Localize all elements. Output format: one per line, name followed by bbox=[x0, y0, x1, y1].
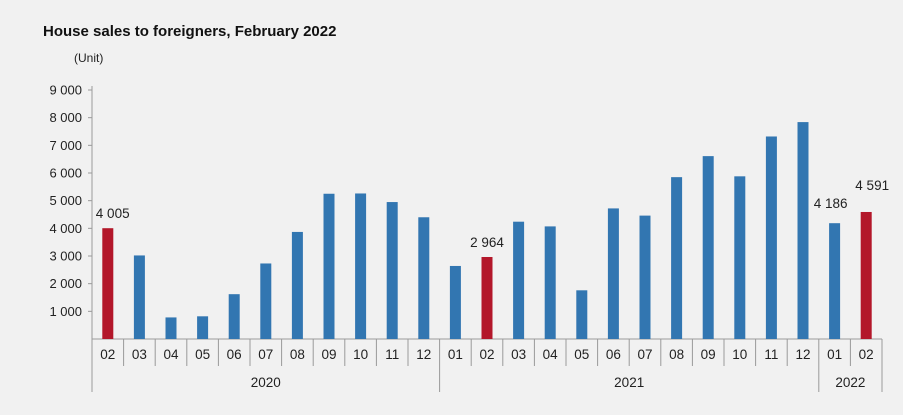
category-label: 10 bbox=[732, 347, 747, 362]
category-label: 02 bbox=[100, 347, 115, 362]
bar bbox=[607, 208, 619, 339]
bar bbox=[260, 263, 272, 339]
bar bbox=[639, 215, 651, 339]
bar bbox=[102, 228, 114, 339]
data-label: 4 591 bbox=[855, 178, 889, 193]
y-tick-label: 3 000 bbox=[49, 249, 82, 264]
bar bbox=[576, 290, 588, 339]
bar bbox=[291, 231, 303, 339]
y-tick-label: 4 000 bbox=[49, 221, 82, 236]
category-label: 02 bbox=[859, 347, 874, 362]
category-label: 12 bbox=[416, 347, 431, 362]
bar bbox=[860, 211, 872, 339]
category-label: 07 bbox=[637, 347, 652, 362]
category-label: 03 bbox=[511, 347, 526, 362]
y-tick-label: 9 000 bbox=[49, 83, 82, 98]
bar bbox=[544, 226, 556, 339]
bar bbox=[734, 176, 746, 339]
bar bbox=[228, 294, 240, 339]
category-label: 01 bbox=[448, 347, 463, 362]
category-label: 05 bbox=[195, 347, 210, 362]
category-label: 10 bbox=[353, 347, 368, 362]
y-tick-label: 8 000 bbox=[49, 110, 82, 125]
data-label: 4 186 bbox=[814, 196, 848, 211]
bar bbox=[323, 193, 335, 339]
data-label: 4 005 bbox=[96, 206, 130, 221]
category-label: 01 bbox=[827, 347, 842, 362]
category-label: 09 bbox=[321, 347, 336, 362]
bar bbox=[797, 122, 809, 340]
year-label: 2021 bbox=[614, 375, 644, 390]
unit-label: (Unit) bbox=[74, 51, 103, 65]
category-label: 08 bbox=[669, 347, 684, 362]
category-label: 11 bbox=[385, 347, 399, 362]
bar bbox=[481, 256, 493, 339]
year-label: 2020 bbox=[251, 375, 281, 390]
year-labels: 2020 2021 2022 bbox=[91, 366, 883, 392]
bar bbox=[197, 316, 209, 339]
data-label: 2 964 bbox=[470, 235, 504, 250]
bar bbox=[355, 193, 367, 339]
y-tick-label: 5 000 bbox=[49, 193, 82, 208]
year-label: 2022 bbox=[835, 375, 865, 390]
bar bbox=[449, 265, 461, 339]
category-label: 11 bbox=[764, 347, 778, 362]
bar bbox=[513, 221, 525, 339]
category-label: 05 bbox=[574, 347, 589, 362]
category-label: 12 bbox=[795, 347, 810, 362]
chart-title: House sales to foreigners, February 2022 bbox=[43, 23, 336, 40]
category-label: 09 bbox=[701, 347, 716, 362]
category-label: 04 bbox=[163, 347, 179, 362]
category-label: 04 bbox=[543, 347, 559, 362]
bar bbox=[829, 223, 841, 339]
category-label: 07 bbox=[258, 347, 273, 362]
y-tick-label: 2 000 bbox=[49, 276, 82, 291]
category-label: 08 bbox=[290, 347, 305, 362]
bar bbox=[386, 202, 398, 339]
y-tick-label: 1 000 bbox=[49, 304, 82, 319]
category-label: 03 bbox=[132, 347, 147, 362]
data-labels: 4 005 2 964 4 186 4 591 bbox=[96, 178, 889, 250]
bar bbox=[133, 255, 145, 339]
category-label: 06 bbox=[606, 347, 621, 362]
axes: 1 000 2 000 3 000 4 000 5 000 6 000 7 000 8 000… bbox=[49, 83, 882, 340]
bar bbox=[418, 217, 430, 339]
bar bbox=[765, 136, 777, 339]
y-tick-label: 6 000 bbox=[49, 166, 82, 181]
category-labels: 02 03 04 05 06 07 08 09 10 11 12 01 02 03 04 05 06 07 08 09… bbox=[91, 339, 883, 366]
category-label: 02 bbox=[479, 347, 494, 362]
bars bbox=[102, 122, 872, 340]
bar bbox=[165, 317, 177, 339]
bar bbox=[702, 156, 714, 339]
category-label: 06 bbox=[227, 347, 242, 362]
y-tick-label: 7 000 bbox=[49, 138, 82, 153]
bar bbox=[671, 177, 683, 339]
